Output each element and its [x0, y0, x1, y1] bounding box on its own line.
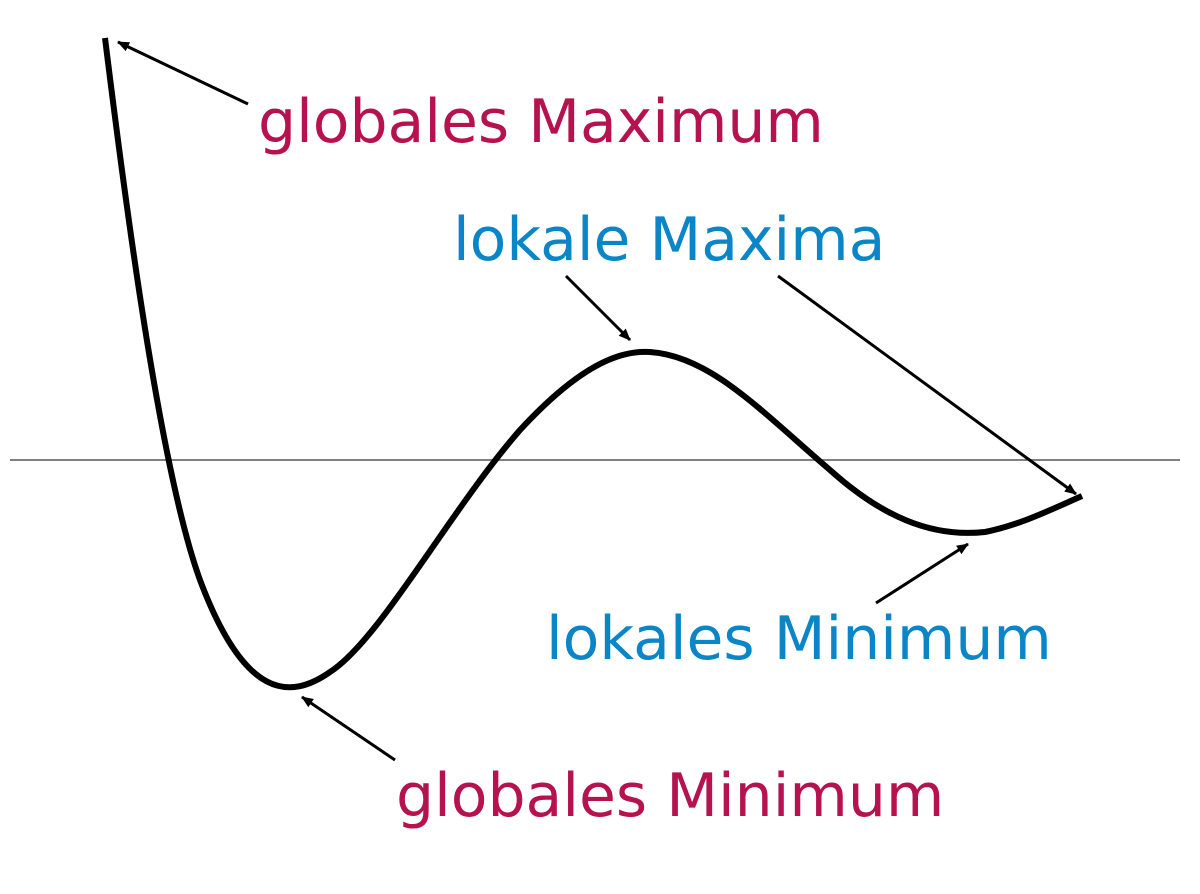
global-minimum-arrow: [301, 695, 396, 762]
global-maximum-label: globales Maximum: [258, 87, 824, 157]
local-minimum-arrow: [875, 542, 969, 605]
local-maximum-arrow-2: [777, 274, 1077, 496]
local-maximum-arrow-1: [564, 274, 632, 342]
function-curve: [102, 37, 1084, 691]
global-maximum-arrow: [117, 40, 249, 106]
local-minimum-label: lokales Minimum: [546, 604, 1052, 674]
global-minimum-label: globales Minimum: [396, 761, 944, 831]
local-maxima-label: lokale Maxima: [453, 205, 885, 275]
